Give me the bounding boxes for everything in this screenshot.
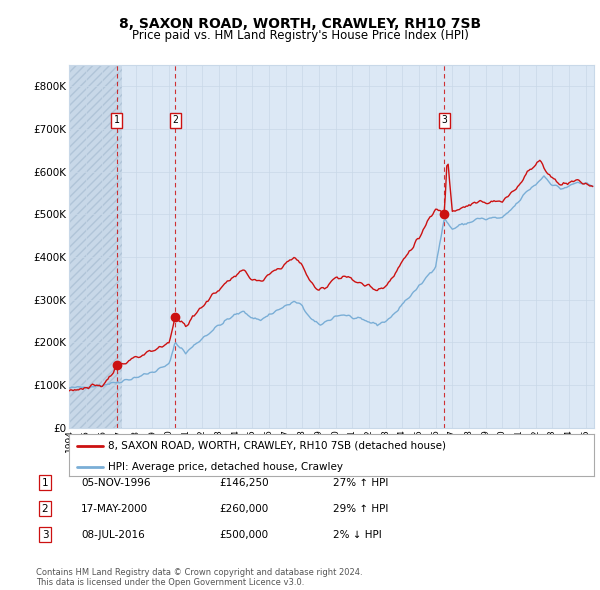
Text: 27% ↑ HPI: 27% ↑ HPI	[333, 478, 388, 487]
Text: 29% ↑ HPI: 29% ↑ HPI	[333, 504, 388, 513]
Text: This data is licensed under the Open Government Licence v3.0.: This data is licensed under the Open Gov…	[36, 578, 304, 588]
Text: Contains HM Land Registry data © Crown copyright and database right 2024.: Contains HM Land Registry data © Crown c…	[36, 568, 362, 577]
Text: 2% ↓ HPI: 2% ↓ HPI	[333, 530, 382, 539]
Bar	[69, 65, 122, 428]
Text: 3: 3	[41, 530, 49, 539]
Text: 8, SAXON ROAD, WORTH, CRAWLEY, RH10 7SB (detached house): 8, SAXON ROAD, WORTH, CRAWLEY, RH10 7SB …	[109, 441, 446, 451]
Text: Price paid vs. HM Land Registry's House Price Index (HPI): Price paid vs. HM Land Registry's House …	[131, 29, 469, 42]
Text: £260,000: £260,000	[219, 504, 268, 513]
Text: 3: 3	[442, 116, 447, 126]
Text: 2: 2	[41, 504, 49, 513]
Text: 1: 1	[113, 116, 119, 126]
Text: 08-JUL-2016: 08-JUL-2016	[81, 530, 145, 539]
Text: £146,250: £146,250	[219, 478, 269, 487]
Text: HPI: Average price, detached house, Crawley: HPI: Average price, detached house, Craw…	[109, 462, 343, 472]
Text: 05-NOV-1996: 05-NOV-1996	[81, 478, 151, 487]
Text: 8, SAXON ROAD, WORTH, CRAWLEY, RH10 7SB: 8, SAXON ROAD, WORTH, CRAWLEY, RH10 7SB	[119, 17, 481, 31]
Text: £500,000: £500,000	[219, 530, 268, 539]
Text: 17-MAY-2000: 17-MAY-2000	[81, 504, 148, 513]
Text: 2: 2	[172, 116, 178, 126]
Text: 1: 1	[41, 478, 49, 487]
